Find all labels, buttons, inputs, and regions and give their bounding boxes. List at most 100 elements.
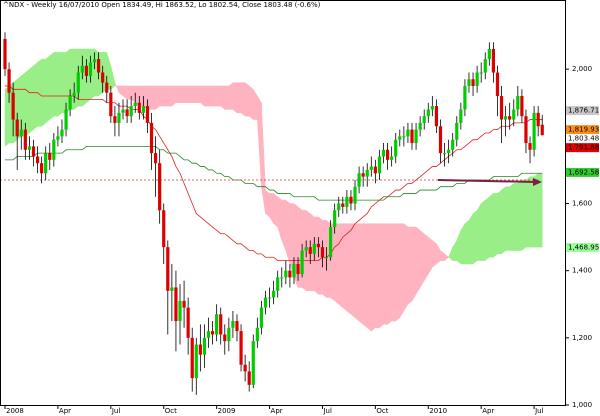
candle-body bbox=[447, 149, 451, 154]
candle-body bbox=[23, 129, 27, 150]
candle-body bbox=[296, 263, 300, 275]
candle-body bbox=[19, 129, 23, 137]
candle-body bbox=[219, 314, 223, 335]
candle-body bbox=[349, 196, 353, 204]
candle-body bbox=[56, 136, 60, 140]
candle-body bbox=[206, 331, 211, 338]
candle-body bbox=[92, 59, 97, 63]
candle-body bbox=[64, 109, 68, 130]
cloud-segment bbox=[187, 85, 193, 103]
candle-body bbox=[320, 247, 325, 258]
candle-body bbox=[11, 92, 15, 120]
candle-body bbox=[149, 122, 154, 154]
candle-body bbox=[390, 156, 394, 160]
cloud-segment bbox=[126, 85, 132, 100]
candle-body bbox=[430, 106, 434, 110]
candle-body bbox=[316, 243, 320, 248]
cloud-segment bbox=[236, 82, 242, 114]
cloud-segment bbox=[183, 85, 189, 103]
cloud-segment bbox=[155, 85, 160, 110]
arrow-head bbox=[533, 178, 542, 186]
cloud-segment bbox=[383, 223, 388, 325]
cloud-segment bbox=[334, 223, 339, 305]
y-tick-label: 2,000 bbox=[572, 65, 592, 73]
candle-body bbox=[520, 96, 524, 117]
candle-body bbox=[88, 62, 93, 76]
candle-body bbox=[133, 102, 137, 107]
candle-body bbox=[345, 196, 349, 207]
cloud-segment bbox=[212, 85, 217, 107]
candle-body bbox=[137, 102, 141, 113]
cloud-segment bbox=[485, 196, 490, 262]
x-tick-label: Jul bbox=[322, 407, 332, 415]
candle-body bbox=[182, 300, 186, 308]
candle-body bbox=[255, 327, 259, 342]
cloud-segment bbox=[407, 226, 413, 305]
cloud-segment bbox=[525, 176, 531, 248]
cloud-segment bbox=[4, 85, 10, 147]
cloud-segment bbox=[220, 85, 226, 110]
candle-body bbox=[97, 59, 101, 73]
cloud-segment bbox=[501, 186, 506, 255]
cloud-segment bbox=[472, 209, 478, 265]
cloud-segment bbox=[147, 85, 152, 110]
candle-body bbox=[528, 143, 532, 150]
y-tick-label: 1,600 bbox=[572, 200, 592, 208]
x-tick-label: Oct bbox=[165, 407, 177, 415]
candle-body bbox=[170, 287, 174, 291]
candle-body bbox=[280, 277, 284, 279]
cloud-segment bbox=[240, 82, 246, 117]
candle-body bbox=[117, 112, 121, 123]
candle-body bbox=[300, 250, 304, 275]
cloud-segment bbox=[53, 52, 59, 117]
candle-body bbox=[76, 72, 80, 93]
candle-body bbox=[259, 307, 264, 328]
candle-body bbox=[434, 106, 439, 127]
candle-body bbox=[398, 136, 402, 140]
candle-body bbox=[48, 153, 52, 160]
candle-body bbox=[442, 153, 447, 155]
candle-body bbox=[243, 364, 247, 372]
cloud-segment bbox=[57, 52, 63, 117]
candle-body bbox=[459, 109, 463, 123]
candle-body bbox=[504, 116, 508, 120]
cloud-segment bbox=[297, 206, 303, 288]
price-label: 1,791.88 bbox=[568, 144, 599, 152]
candle-body bbox=[267, 297, 272, 299]
cloud-segment bbox=[366, 223, 372, 332]
candle-body bbox=[215, 314, 219, 335]
cloud-segment bbox=[362, 223, 368, 329]
cloud-segment bbox=[399, 223, 405, 319]
candle-body bbox=[7, 69, 11, 93]
candle-body bbox=[125, 109, 129, 117]
price-label-box bbox=[566, 125, 599, 135]
cloud-segment bbox=[391, 223, 396, 322]
cloud-segment bbox=[265, 189, 270, 218]
cloud-segment bbox=[521, 179, 527, 252]
candle-body bbox=[239, 331, 243, 365]
candle-body bbox=[312, 243, 316, 254]
axis-layer: 1,000 1,200 1,400 1,600 2,000 2008 Apr Jul Oct 20… bbox=[4, 65, 599, 415]
candle-body bbox=[385, 149, 390, 160]
cloud-segment bbox=[159, 85, 164, 107]
cloud-segment bbox=[403, 223, 409, 312]
candle-body bbox=[272, 290, 276, 298]
candle-body bbox=[308, 247, 312, 254]
cloud-segment bbox=[346, 223, 352, 315]
candle-body bbox=[101, 72, 105, 83]
candle-body bbox=[508, 116, 512, 120]
cloud-segment bbox=[21, 71, 26, 137]
candle-body bbox=[475, 72, 479, 86]
cloud-segment bbox=[419, 229, 425, 289]
cloud-segment bbox=[25, 68, 30, 137]
candle-body bbox=[251, 341, 255, 385]
candle-body bbox=[284, 270, 288, 278]
cloud-segment bbox=[244, 82, 250, 117]
price-label: 1,803.48 bbox=[568, 135, 599, 143]
price-label-box bbox=[566, 134, 599, 144]
candle-body bbox=[455, 122, 459, 140]
candle-body bbox=[263, 297, 268, 308]
x-tick-label: Jul bbox=[111, 407, 121, 415]
candle-body bbox=[410, 129, 414, 144]
